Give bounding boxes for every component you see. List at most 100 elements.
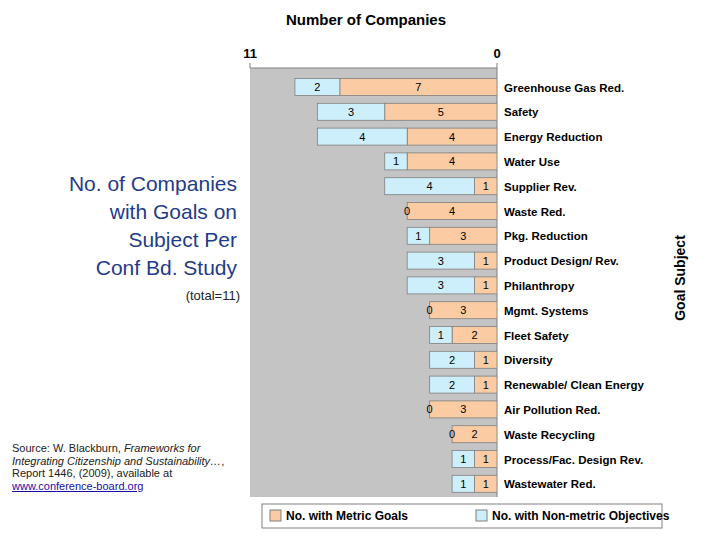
bar-segment bbox=[430, 401, 497, 418]
bar-segment bbox=[475, 178, 497, 195]
data-label: 1 bbox=[483, 354, 489, 366]
category-label: Supplier Rev. bbox=[504, 181, 577, 193]
data-label: 1 bbox=[483, 478, 489, 490]
chart-title: Number of Companies bbox=[286, 11, 446, 28]
category-label: Product Design/ Rev. bbox=[504, 255, 619, 267]
data-label: 4 bbox=[427, 180, 433, 192]
labels: 7253444114403113133021121230201111 bbox=[314, 81, 489, 490]
bars bbox=[295, 79, 497, 493]
data-label: 3 bbox=[438, 279, 444, 291]
bar-segment bbox=[407, 277, 474, 294]
data-label: 2 bbox=[449, 354, 455, 366]
data-label: 1 bbox=[415, 230, 421, 242]
category-label: Fleet Safety bbox=[504, 330, 569, 342]
category-label: Philanthropy bbox=[504, 280, 575, 292]
data-label: 4 bbox=[449, 205, 455, 217]
source-link[interactable]: www.conference-board.org bbox=[12, 480, 143, 492]
source-text: Source: W. Blackburn, bbox=[12, 442, 124, 454]
data-label: 3 bbox=[438, 255, 444, 267]
category-label: Energy Reduction bbox=[504, 131, 602, 143]
legend-swatch bbox=[476, 510, 487, 521]
bar-segment bbox=[475, 475, 497, 492]
data-label: 2 bbox=[314, 81, 320, 93]
data-label: 2 bbox=[471, 428, 477, 440]
bar-segment bbox=[385, 103, 497, 120]
category-label: Pkg. Reduction bbox=[504, 230, 588, 242]
data-label: 0 bbox=[449, 428, 455, 440]
data-label: 3 bbox=[460, 403, 466, 415]
category-label: Waste Recycling bbox=[504, 429, 595, 441]
data-label: 7 bbox=[415, 81, 421, 93]
bar-segment bbox=[317, 128, 407, 145]
category-label: Safety bbox=[504, 106, 539, 118]
data-label: 1 bbox=[438, 329, 444, 341]
bar-segment bbox=[430, 302, 497, 319]
bar-segment bbox=[385, 153, 407, 170]
category-label: Process/Fac. Design Rev. bbox=[504, 454, 643, 466]
total-note: (total=11) bbox=[186, 288, 240, 303]
data-label: 0 bbox=[427, 304, 433, 316]
data-label: 1 bbox=[460, 453, 466, 465]
heading-line: with Goals on bbox=[69, 198, 237, 226]
bar-segment bbox=[295, 79, 340, 96]
heading-line: Subject Per bbox=[69, 226, 237, 254]
bar-segment bbox=[452, 475, 474, 492]
data-label: 1 bbox=[483, 379, 489, 391]
category-label: Mgmt. Systems bbox=[504, 305, 588, 317]
data-label: 2 bbox=[471, 329, 477, 341]
data-label: 3 bbox=[348, 106, 354, 118]
category-label: Waste Red. bbox=[504, 206, 566, 218]
category-label: Water Use bbox=[504, 156, 560, 168]
bar-segment bbox=[452, 451, 474, 468]
bar-segment bbox=[475, 376, 497, 393]
bar-segment bbox=[430, 376, 475, 393]
bar-segment bbox=[452, 426, 497, 443]
bar-segment bbox=[475, 252, 497, 269]
bar-segment bbox=[452, 327, 497, 344]
tick-mark bbox=[250, 63, 251, 68]
data-label: 3 bbox=[460, 304, 466, 316]
heading-line: No. of Companies bbox=[69, 170, 237, 198]
tick-label: 11 bbox=[243, 46, 257, 61]
data-label: 3 bbox=[460, 230, 466, 242]
bar-segment bbox=[475, 277, 497, 294]
category-label: Wastewater Red. bbox=[504, 478, 596, 490]
data-label: 1 bbox=[460, 478, 466, 490]
category-label: Diversity bbox=[504, 354, 553, 366]
bar-segment bbox=[475, 451, 497, 468]
bar-segment bbox=[317, 103, 384, 120]
bar-segment bbox=[407, 203, 497, 220]
source-note: Source: W. Blackburn, Frameworks for Int… bbox=[12, 442, 234, 492]
data-label: 4 bbox=[359, 131, 365, 143]
bar-segment bbox=[430, 327, 452, 344]
bar-segment bbox=[385, 178, 475, 195]
bar-segment bbox=[340, 79, 497, 96]
tick-label: 0 bbox=[493, 46, 500, 61]
data-label: 1 bbox=[483, 279, 489, 291]
category-label: Greenhouse Gas Red. bbox=[504, 82, 624, 94]
data-label: 4 bbox=[449, 131, 455, 143]
data-label: 1 bbox=[483, 453, 489, 465]
legend: No. with Metric Goals No. with Non-metric… bbox=[262, 504, 670, 528]
legend-swatch bbox=[270, 510, 281, 521]
data-label: 1 bbox=[483, 180, 489, 192]
legend-label: No. with Metric Goals bbox=[286, 509, 408, 523]
bar-segment bbox=[430, 227, 497, 244]
axis-line bbox=[250, 68, 497, 69]
tick-mark bbox=[497, 63, 498, 68]
data-label: 0 bbox=[427, 403, 433, 415]
data-label: 2 bbox=[449, 379, 455, 391]
data-label: 5 bbox=[438, 106, 444, 118]
plot-background bbox=[250, 68, 497, 497]
legend-label: No. with Non-metric Objectives bbox=[492, 509, 670, 523]
data-label: 0 bbox=[404, 205, 410, 217]
bar-segment bbox=[430, 351, 475, 368]
bar-segment bbox=[407, 153, 497, 170]
data-label: 1 bbox=[483, 255, 489, 267]
bar-segment bbox=[475, 351, 497, 368]
axis-label: Goal Subject bbox=[672, 235, 688, 321]
bar-segment bbox=[407, 128, 497, 145]
data-label: 4 bbox=[449, 155, 455, 167]
data-label: 1 bbox=[393, 155, 399, 167]
bar-segment bbox=[407, 227, 429, 244]
